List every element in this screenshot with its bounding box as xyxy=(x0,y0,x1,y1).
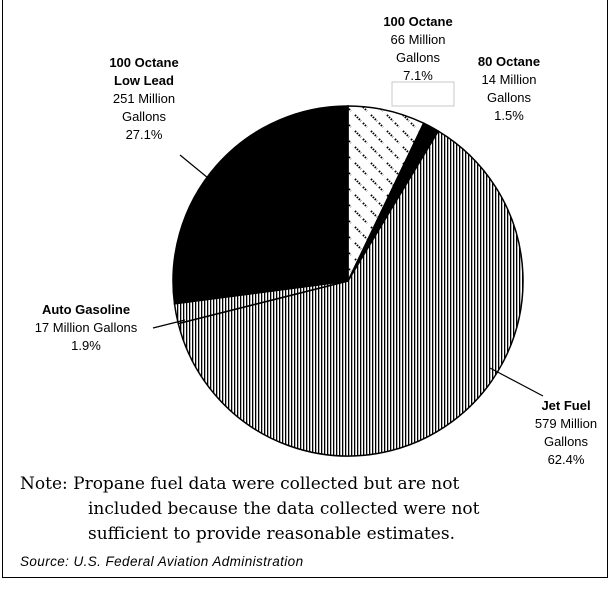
slice-name: 100 Octane xyxy=(383,14,452,29)
note-line-2: included because the data collected were… xyxy=(88,499,480,519)
slice-name: Low Lead xyxy=(114,73,174,88)
slice-detail: Gallons xyxy=(122,109,167,124)
slice-detail: 62.4% xyxy=(548,452,585,467)
slice-label: Jet Fuel 579 Million Gallons 62.4% xyxy=(535,398,597,467)
note-text: Note: Propane fuel data were collected b… xyxy=(20,472,590,547)
slice-detail: 27.1% xyxy=(126,127,163,142)
slice-name: 100 Octane xyxy=(109,55,178,70)
slice-label: Auto Gasoline 17 Million Gallons 1.9% xyxy=(35,302,138,353)
leader-line xyxy=(179,154,209,179)
slice-label: 100 Octane Low Lead 251 Million Gallons 27.1… xyxy=(109,55,178,142)
slice-label: 100 Octane 66 Million Gallons 7.1% xyxy=(383,14,452,83)
note-line-1: Note: Propane fuel data were collected b… xyxy=(20,474,460,494)
pie-chart: 100 Octane 66 Million Gallons 7.1% 80 Octane… xyxy=(35,14,597,467)
slice-name: Auto Gasoline xyxy=(42,302,130,317)
slice-detail: 251 Million xyxy=(113,91,175,106)
slice-detail: 14 Million xyxy=(482,72,537,87)
slice-detail: 1.5% xyxy=(494,108,524,123)
slice-name: Jet Fuel xyxy=(541,398,590,413)
pie-slice xyxy=(177,130,524,457)
slice-label: 80 Octane 14 Million Gallons 1.5% xyxy=(478,54,540,123)
slice-detail: 17 Million Gallons xyxy=(35,320,138,335)
note-line-3: sufficient to provide reasonable estimat… xyxy=(88,524,455,544)
leader-line xyxy=(152,319,186,329)
label-box xyxy=(391,81,455,107)
slice-detail: Gallons xyxy=(487,90,532,105)
slice-detail: 66 Million xyxy=(391,32,446,47)
slice-detail: Gallons xyxy=(396,50,441,65)
slice-detail: 7.1% xyxy=(403,68,433,83)
source-text: Source: U.S. Federal Aviation Administra… xyxy=(20,554,304,569)
slice-detail: 579 Million xyxy=(535,416,597,431)
figure-frame xyxy=(2,0,608,578)
slice-detail: 1.9% xyxy=(71,338,101,353)
slice-name: 80 Octane xyxy=(478,54,540,69)
leader-line xyxy=(489,367,544,397)
pie-slice xyxy=(172,105,349,305)
slice-detail: Gallons xyxy=(544,434,589,449)
